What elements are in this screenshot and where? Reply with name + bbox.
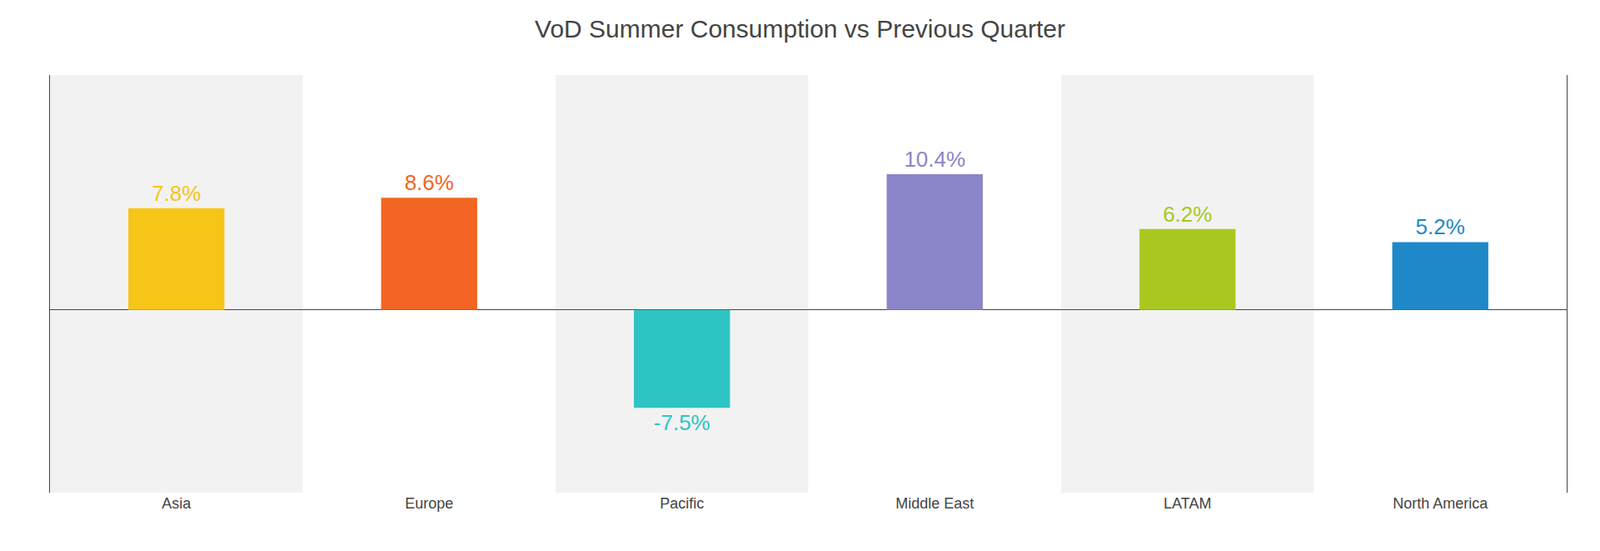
svg-text:VoD Summer Consumption vs Prev: VoD Summer Consumption vs Previous Quart… xyxy=(534,14,1066,43)
svg-text:Asia: Asia xyxy=(161,494,192,512)
svg-text:6.2%: 6.2% xyxy=(1162,201,1212,227)
svg-text:LATAM: LATAM xyxy=(1163,494,1212,512)
svg-text:5.2%: 5.2% xyxy=(1415,214,1466,240)
svg-text:7.8%: 7.8% xyxy=(151,180,201,206)
svg-text:10.4%: 10.4% xyxy=(903,146,966,172)
svg-text:8.6%: 8.6% xyxy=(404,169,454,195)
svg-text:Pacific: Pacific xyxy=(659,494,704,512)
svg-text:North America: North America xyxy=(1392,494,1489,512)
svg-text:Europe: Europe xyxy=(404,494,454,512)
svg-text:Middle East: Middle East xyxy=(895,494,974,512)
svg-text:-7.5%: -7.5% xyxy=(653,409,711,435)
